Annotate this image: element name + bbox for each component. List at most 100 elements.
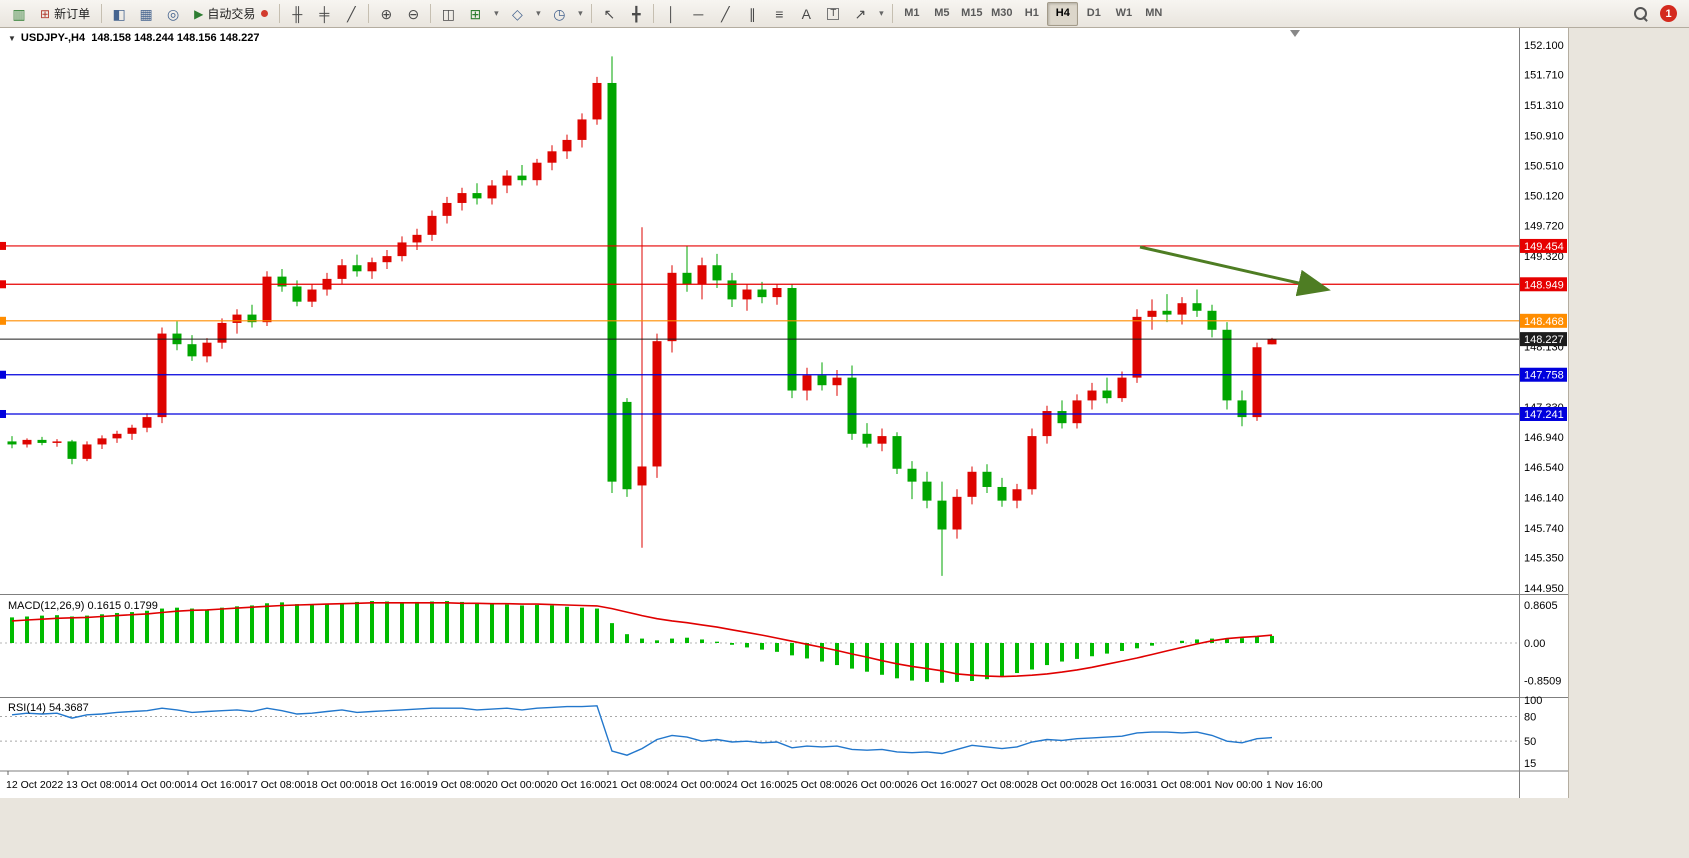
- cursor-icon[interactable]: ↖: [596, 3, 622, 25]
- candle: [1192, 303, 1202, 311]
- fibonacci-icon[interactable]: ≡: [766, 3, 792, 25]
- price-tag-147.241-text: 147.241: [1524, 409, 1564, 421]
- time-axis-label: 17 Oct 08:00: [246, 779, 306, 791]
- candle: [292, 286, 302, 302]
- candle: [937, 500, 947, 530]
- channel-icon[interactable]: ∥: [739, 3, 765, 25]
- objects-dropdown-icon[interactable]: ▾: [531, 3, 545, 25]
- candle: [52, 441, 62, 443]
- periods-dropdown-icon[interactable]: ▾: [573, 3, 587, 25]
- time-axis-label: 26 Oct 00:00: [846, 779, 906, 791]
- horizontal-line-icon[interactable]: ─: [685, 3, 711, 25]
- time-axis-label: 1 Nov 16:00: [1266, 779, 1323, 791]
- bar-chart-icon[interactable]: ╫: [284, 3, 310, 25]
- indicators-dropdown-icon[interactable]: ▾: [489, 3, 503, 25]
- auto-trading-button[interactable]: ▶ 自动交易: [187, 3, 275, 25]
- search-icon[interactable]: [1627, 3, 1653, 25]
- time-axis-label: 24 Oct 16:00: [726, 779, 786, 791]
- new-order-button[interactable]: ⊞ 新订单: [33, 3, 97, 25]
- objects-icon[interactable]: ◇: [504, 3, 530, 25]
- candle: [37, 439, 47, 443]
- time-axis-label: 14 Oct 16:00: [186, 779, 246, 791]
- candle: [97, 438, 107, 445]
- candle: [472, 193, 482, 199]
- candlestick-chart-icon-glyph: ╪: [319, 5, 330, 22]
- chart-canvas[interactable]: 152.100 151.710 151.310 150.910 150.510 150.1…: [0, 28, 1568, 798]
- candle: [547, 151, 557, 163]
- candle: [1102, 390, 1112, 399]
- candle: [1162, 310, 1172, 315]
- timeframe-m30[interactable]: M30: [987, 3, 1016, 25]
- price-axis-label: 150.120: [1524, 190, 1564, 202]
- macd-axis-label: -0.8509: [1524, 676, 1561, 688]
- timeframe-m15[interactable]: M15: [957, 3, 986, 25]
- zoom-in-icon[interactable]: ⊕: [373, 3, 399, 25]
- refresh-icon-glyph: ◎: [166, 5, 180, 22]
- candle: [127, 427, 137, 434]
- timeframe-h1[interactable]: H1: [1017, 3, 1046, 25]
- indicators-icon[interactable]: ⊞: [462, 3, 488, 25]
- candle: [1237, 400, 1247, 418]
- channel-icon-glyph: ∥: [748, 5, 756, 22]
- arrows-dropdown-icon-glyph: ▾: [879, 8, 884, 18]
- candle: [832, 377, 842, 386]
- timeframe-w1[interactable]: W1: [1109, 3, 1138, 25]
- zoom-out-icon[interactable]: ⊖: [400, 3, 426, 25]
- candle: [67, 441, 77, 459]
- candle: [1012, 489, 1022, 501]
- one-click-trading-toggle-icon[interactable]: ▼: [8, 33, 16, 43]
- arrows-dropdown-icon[interactable]: ▾: [874, 3, 888, 25]
- timeframe-w1-label: W1: [1115, 7, 1133, 19]
- notification-badge[interactable]: 1: [1660, 5, 1677, 22]
- zoom-out-icon-glyph: ⊖: [407, 5, 420, 22]
- candle: [1057, 411, 1067, 424]
- auto-trading-status-dot: [261, 10, 269, 17]
- line-chart-icon[interactable]: ╱: [338, 3, 364, 25]
- vertical-line-icon[interactable]: │: [658, 3, 684, 25]
- periods-icon[interactable]: ◷: [546, 3, 572, 25]
- trend-arrow[interactable]: [1139, 245, 1331, 297]
- text-label-icon-glyph: T: [827, 7, 840, 20]
- candle: [607, 82, 617, 482]
- refresh-icon[interactable]: ◎: [160, 3, 186, 25]
- candle: [22, 439, 32, 445]
- hline-left-stub: [0, 316, 6, 325]
- arrows-icon[interactable]: ↗: [847, 3, 873, 25]
- timeframe-d1[interactable]: D1: [1079, 3, 1108, 25]
- candle: [262, 276, 272, 323]
- rsi-axis-label: 50: [1524, 736, 1536, 748]
- candlestick-chart-icon[interactable]: ╪: [311, 3, 337, 25]
- timeframe-m1[interactable]: M1: [897, 3, 926, 25]
- crosshair-icon[interactable]: ╋: [623, 3, 649, 25]
- fibonacci-icon-glyph: ≡: [775, 5, 784, 22]
- timeframe-mn[interactable]: MN: [1139, 3, 1168, 25]
- time-axis-label: 18 Oct 16:00: [366, 779, 426, 791]
- time-axis-label: 19 Oct 08:00: [426, 779, 486, 791]
- timeframe-mn-label: MN: [1145, 7, 1163, 19]
- chart-shift-marker[interactable]: [1290, 30, 1300, 37]
- objects-dropdown-icon-glyph: ▾: [536, 8, 541, 18]
- new-chart-icon[interactable]: ▥: [6, 3, 32, 25]
- timeframe-m5[interactable]: M5: [927, 3, 956, 25]
- toolbar-items: ▥ ⊞ 新订单 ◧ ▦ ◎ ▶ 自动交易 ╫ ╪ ╱ ⊕ ⊖ ◫ ⊞ ▾ ◇ ▾ ◷ ▾ ↖ ╋ │ ─ ╱ ∥ ≡ A T ↗ ▾ M1 M5…: [6, 1, 1168, 26]
- toolbar-separator: [368, 4, 370, 23]
- tile-windows-icon[interactable]: ◫: [435, 3, 461, 25]
- candle: [742, 289, 752, 300]
- charts-window-icon[interactable]: ▦: [133, 3, 159, 25]
- profiles-icon[interactable]: ◧: [106, 3, 132, 25]
- trendline-icon[interactable]: ╱: [712, 3, 738, 25]
- crosshair-icon-glyph: ╋: [632, 5, 641, 22]
- candle: [1267, 339, 1277, 345]
- text-icon[interactable]: A: [793, 3, 819, 25]
- candle: [352, 265, 362, 272]
- timeframe-h4[interactable]: H4: [1047, 1, 1079, 26]
- time-axis-label: 14 Oct 00:00: [126, 779, 186, 791]
- text-label-icon[interactable]: T: [820, 3, 846, 25]
- candle: [202, 342, 212, 357]
- candle: [367, 262, 377, 272]
- candle: [1252, 347, 1262, 418]
- candle: [697, 265, 707, 285]
- price-tag-147.241: [1520, 406, 1567, 421]
- candle: [1087, 390, 1097, 401]
- candle: [802, 375, 812, 391]
